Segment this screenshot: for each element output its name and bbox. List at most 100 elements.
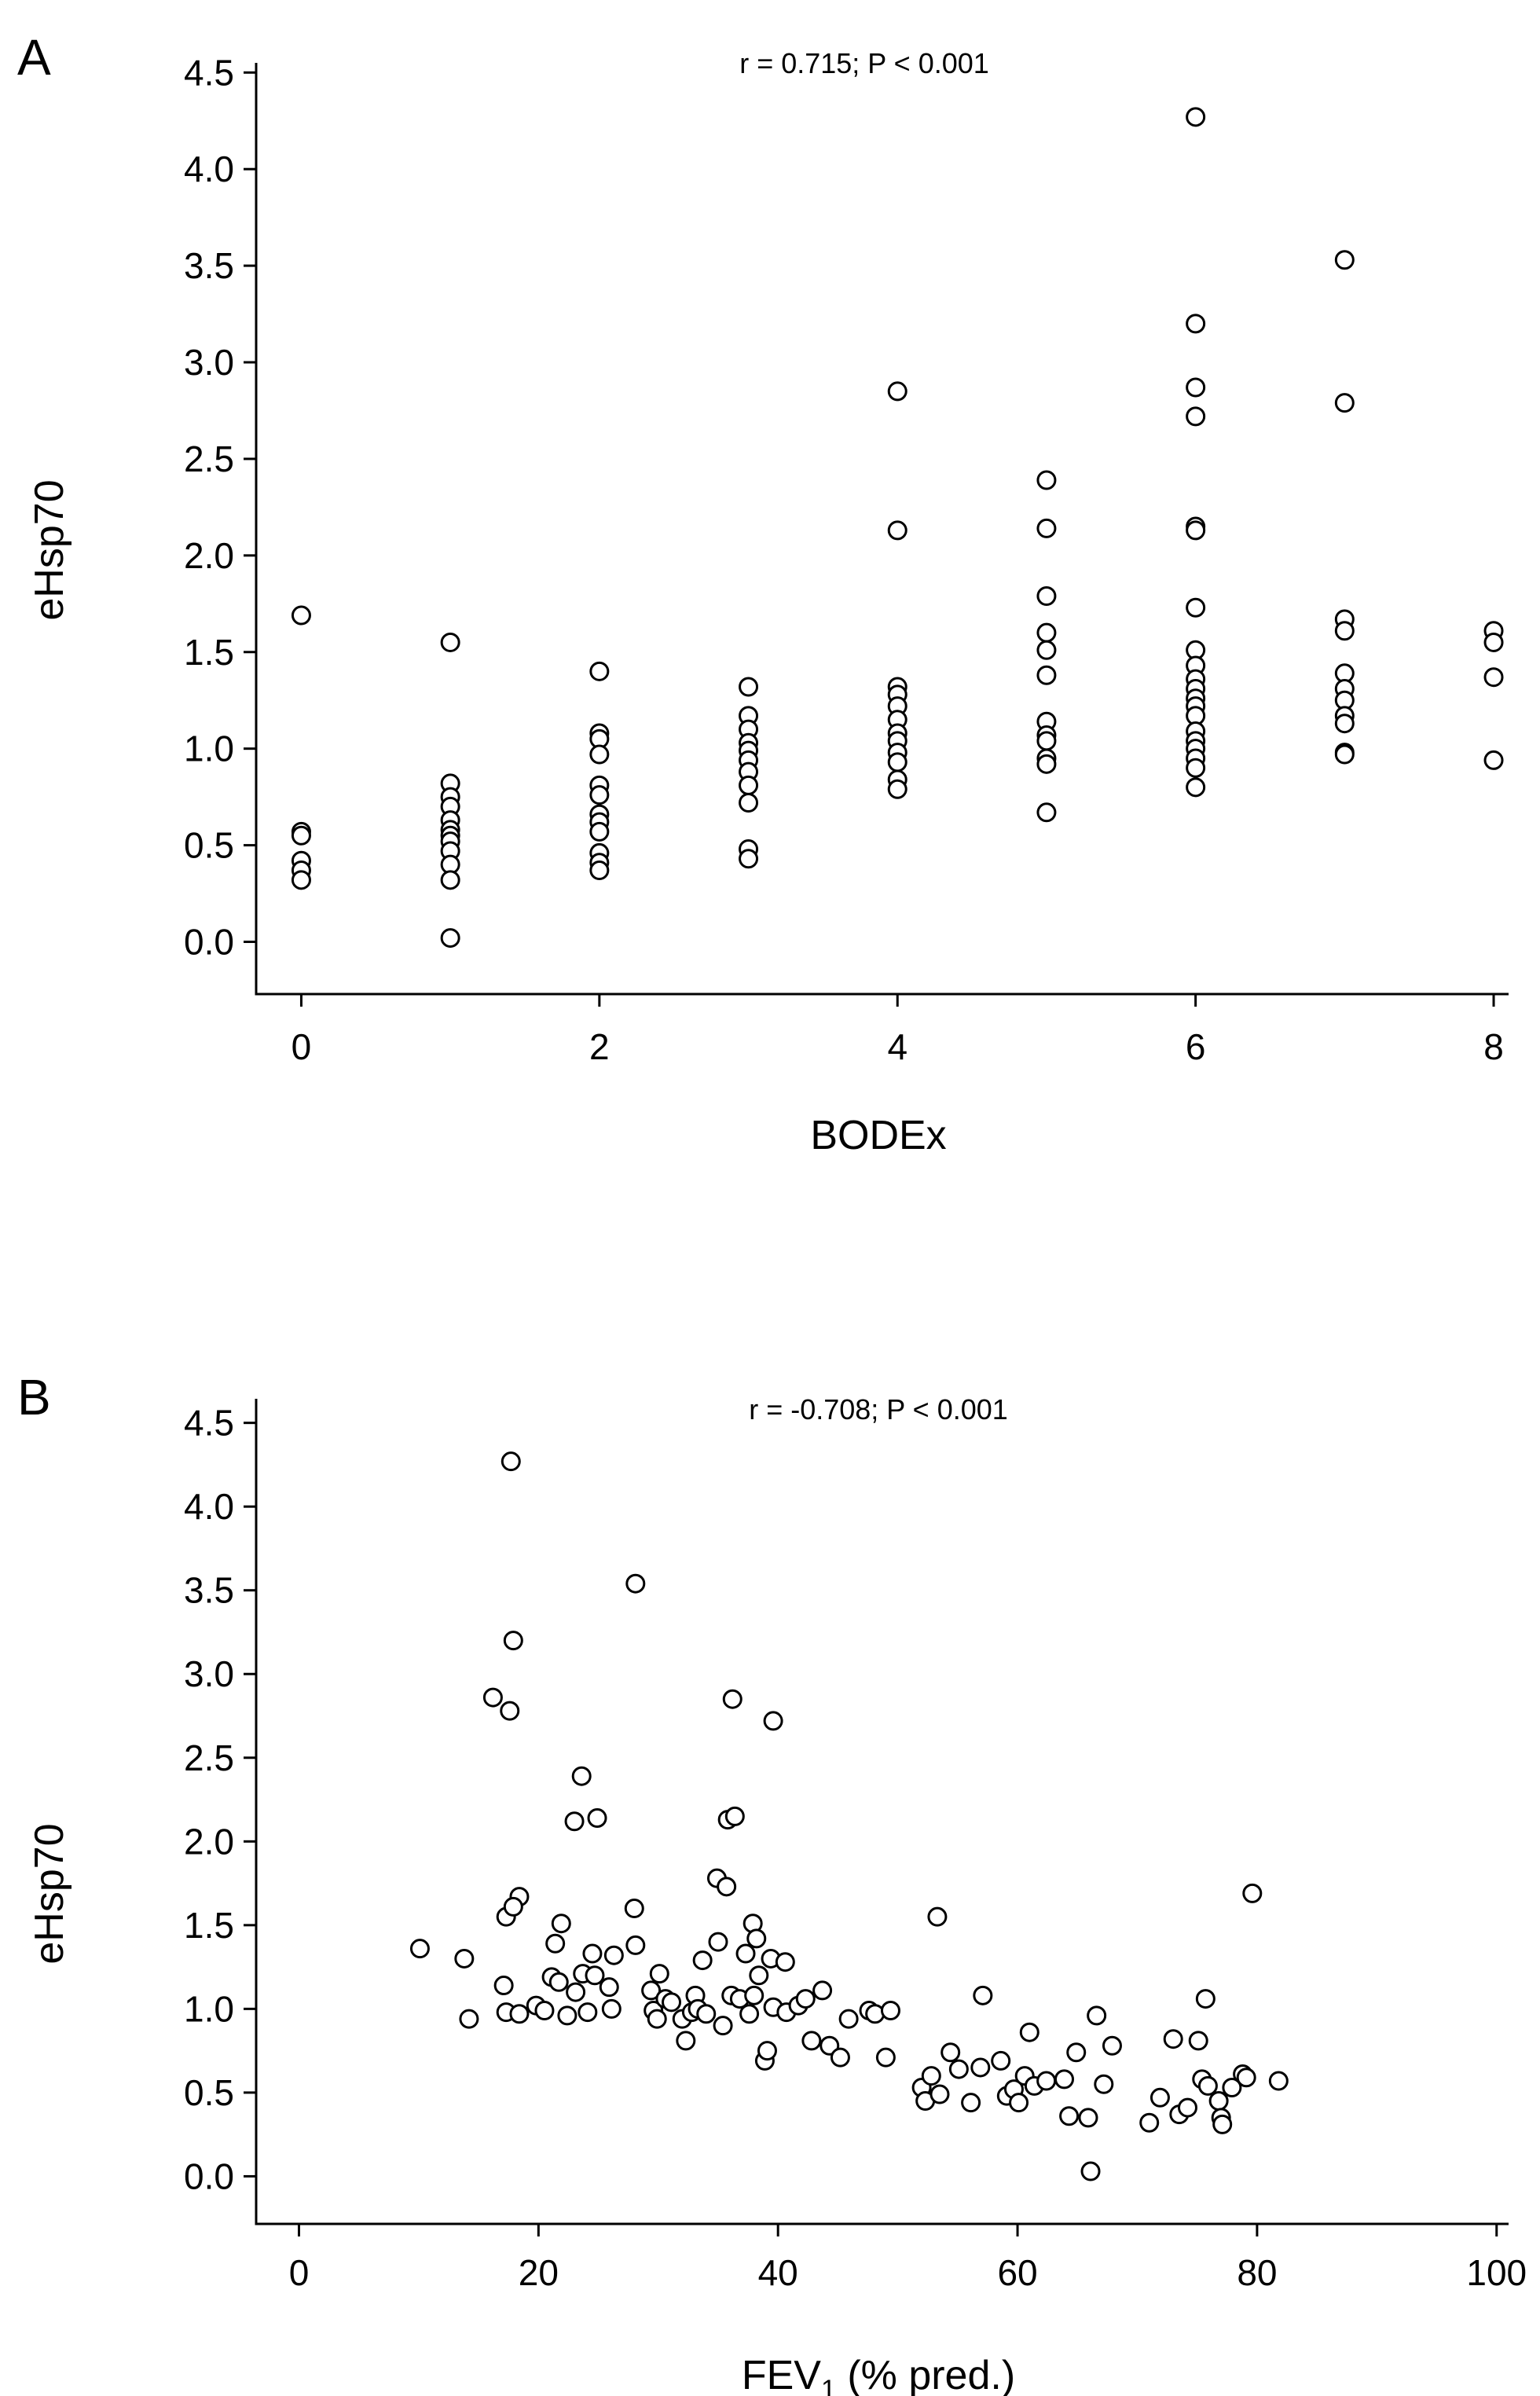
panel-b-data-point [503, 1631, 523, 1651]
panel-b-data-point [746, 1928, 767, 1949]
panel-b-data-point [1163, 2029, 1183, 2049]
panel-b-data-point [482, 1687, 503, 1708]
panel-b-data-point [599, 1977, 619, 1998]
panel-b-data-point [970, 2057, 991, 2078]
panel-a-data-point [1186, 758, 1206, 778]
panel-b-data-point [1236, 2068, 1256, 2088]
panel-a-data-point [887, 520, 908, 541]
panel-b-ticks: 0 20 40 60 80 100 0.0 0.5 1.0 1.5 2.0 2.5 3.0 3.5 4.0 4… [184, 1403, 1527, 2293]
panel-b-data-point [1197, 2075, 1218, 2096]
panel-b-data-point [585, 1965, 605, 1986]
panel-b-data-point [1036, 2071, 1057, 2091]
panel-a-data-point [589, 744, 610, 765]
panel-b-data-point [921, 2066, 941, 2086]
panel-b-data-point [1066, 2042, 1087, 2063]
panel-a-data-point [1186, 520, 1206, 541]
panel-b-data-point [865, 2004, 886, 2024]
panel-b-data-point [625, 1573, 646, 1594]
panel-b-data-point [551, 1913, 571, 1934]
panel-b-data-point [662, 1992, 682, 2013]
panel-a-data-point [1186, 777, 1206, 798]
panel-a-data-point [1036, 640, 1057, 660]
panel-b-data-point [548, 1972, 569, 1992]
panel-b-data-point [744, 1985, 764, 2005]
panel-a-data-point [1334, 250, 1355, 270]
panel-b-data-point [566, 1982, 586, 2002]
panel-a-data-point [589, 821, 610, 842]
panel-a-y-tick-label: 3.5 [184, 245, 234, 286]
panel-b-data-point [940, 2042, 961, 2063]
panel-a-y-tick-label: 1.0 [184, 728, 234, 769]
panel-b-data-point [713, 2016, 733, 2036]
panel-a-data-point [1334, 393, 1355, 413]
panel-b-data-point [1195, 1989, 1216, 2009]
panel-b-data-point [557, 2005, 578, 2026]
panel-a-data-point [1483, 632, 1504, 652]
fev-suffix: (% pred.) [836, 2353, 1015, 2396]
panel-b-data-point [1177, 2097, 1197, 2118]
panel-b-data-point [571, 1766, 592, 1786]
panel-b-data-point [1188, 2031, 1208, 2051]
panel-b-data-point [1019, 2022, 1040, 2042]
panel-a-data-point [1186, 107, 1206, 127]
panel-b-data-point [1078, 2108, 1098, 2128]
panel-a-data-point [887, 381, 908, 402]
panel-b-y-tick-label: 4.5 [184, 1403, 234, 1444]
panel-a-scatter: A r = 0.715; P < 0.001 0 2 4 6 8 0.0 0.5 1.0 1.5… [17, 29, 1509, 1158]
panel-b-data-point [1080, 2161, 1101, 2181]
panel-a-y-tick-label: 0.5 [184, 825, 234, 866]
panel-a-data-point [1334, 744, 1355, 765]
panel-b-data-point [1208, 2091, 1229, 2112]
panel-b-data-point [1150, 2087, 1170, 2108]
panel-b-x-tick-label: 20 [519, 2252, 559, 2293]
panel-b-x-tick-label: 0 [289, 2252, 310, 2293]
panel-b-data-point [409, 1939, 430, 1959]
panel-b-data-point [830, 2047, 850, 2068]
panel-a-y-axis-title: eHsp70 [27, 479, 72, 620]
panel-a-data-point [739, 793, 759, 813]
panel-a-y-tick-label: 0.0 [184, 922, 234, 963]
panel-b-data-point [739, 2004, 760, 2024]
panel-b-data-point [795, 1989, 816, 2009]
panel-b-data-point [1212, 2114, 1233, 2134]
panel-b-label: B [17, 1369, 51, 1425]
panel-a-data-point [1186, 377, 1206, 398]
panel-b-data-point [812, 1980, 833, 2001]
panel-b-x-axis-title: FEV1 (% pred.) [742, 2353, 1015, 2396]
panel-b-data-point [927, 1906, 948, 1927]
panel-b-data-point [1268, 2071, 1289, 2091]
panel-b-data-point [601, 1998, 622, 2019]
panel-b-data-point [1242, 1883, 1263, 1903]
panel-a-correlation-annotation: r = 0.715; P < 0.001 [739, 47, 989, 79]
panel-b-data-point [1139, 2112, 1160, 2133]
panel-b-data-point [749, 1965, 769, 1986]
panel-b-data-point [708, 1932, 728, 1952]
panel-b-data-point [641, 1980, 662, 2001]
panel-b-data-point [587, 1807, 607, 1828]
panel-b-data-point [454, 1948, 475, 1969]
panel-a-data-point [1186, 406, 1206, 427]
panel-b-data-point [961, 2093, 981, 2113]
panel-b-data-point [647, 2009, 667, 2029]
panel-b-data-point [991, 2050, 1011, 2071]
panel-b-data-point [948, 2059, 969, 2079]
panel-b-data-point [692, 1950, 713, 1971]
panel-b-data-point [459, 2009, 479, 2029]
panel-a-data-point [1036, 802, 1057, 823]
panel-b-data-point [801, 2031, 822, 2051]
panel-a-y-tick-label: 4.0 [184, 149, 234, 189]
panel-a-data-point [1186, 597, 1206, 618]
panel-a-data-point [1036, 470, 1057, 490]
panel-a-data-point [739, 775, 759, 795]
panel-b-data-point [735, 1943, 756, 1964]
panel-a-y-tick-label: 4.5 [184, 52, 234, 93]
panel-a-axes [255, 63, 1509, 996]
panel-b-x-tick-label: 40 [758, 2252, 798, 2293]
panel-b-data-point [1059, 2106, 1080, 2126]
panel-a-points [291, 107, 1504, 948]
panel-b-data-point [722, 1689, 742, 1709]
panel-b-data-point [582, 1943, 603, 1964]
panel-b-data-point [676, 2031, 696, 2051]
panel-b-points [409, 1451, 1289, 2181]
